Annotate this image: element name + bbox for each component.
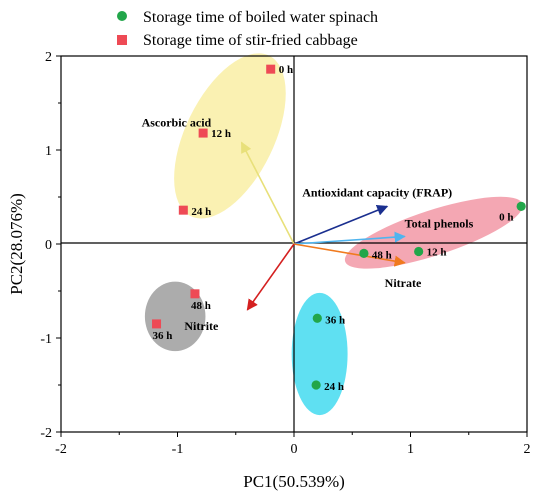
vector-arrow [293,243,406,267]
vector-label: Ascorbic acid [142,115,212,129]
data-point [190,289,200,299]
data-point [414,246,424,257]
x-axis-title: PC1(50.539%) [243,472,345,491]
y-tick-label: -1 [40,332,52,347]
point-label: 0 h [279,64,293,76]
point-label: 24 h [324,381,344,393]
vector-arrow [293,231,406,245]
legend-marker-spinach [117,11,127,21]
data-point [359,248,369,258]
point-label: 12 h [427,247,447,259]
y-tick-label: 1 [45,144,52,159]
y-axis-title: PC2(28.076%) [7,193,26,295]
ellipse-2 [144,281,206,352]
y-tick-label: -2 [40,426,52,441]
data-point [152,319,162,329]
data-point [266,64,276,74]
vector-arrow [246,243,295,311]
vector-arrow [240,141,295,245]
data-point [198,128,208,138]
legend-label-cabbage: Storage time of stir-fried cabbage [143,32,358,49]
vector-label: Nitrite [184,319,219,333]
confidence-ellipses [144,53,523,416]
vector-label: Nitrate [385,276,422,290]
score-points: 0 h 12 h 48 h 36 h 24 h 0 h 12 h 24 h 48 h 36 h [152,64,526,393]
legend: Storage time of boiled water spinach Sto… [117,9,378,49]
loading-vectors: Ascorbic acid Antioxidant capacity (FRAP)… [142,115,474,332]
axis-ticks: -2 -1 0 1 2 -2 -1 0 1 2 [40,50,530,457]
point-label: 48 h [372,249,392,261]
x-tick-label: 1 [407,442,414,457]
data-point [312,313,322,323]
data-point [311,380,321,390]
legend-label-spinach: Storage time of boiled water spinach [143,9,378,26]
y-tick-label: 0 [45,238,52,253]
data-point [516,201,526,211]
data-point [178,205,188,215]
x-tick-label: 2 [524,442,531,457]
point-label: 48 h [191,300,211,312]
vector-arrow [293,204,389,245]
ellipse-3 [291,292,348,416]
x-tick-label: -1 [172,442,184,457]
point-label: 12 h [211,128,231,140]
point-label: 24 h [191,206,211,218]
vector-label: Total phenols [405,216,474,230]
ellipse-1 [344,196,523,269]
point-label: 36 h [325,314,345,326]
point-label: 36 h [153,330,173,342]
point-label: 0 h [499,211,513,223]
vector-label: Antioxidant capacity (FRAP) [302,185,452,199]
x-tick-label: -2 [55,442,67,457]
legend-marker-cabbage [117,35,127,45]
ellipse-0 [174,53,286,219]
y-tick-label: 2 [45,50,52,65]
x-tick-label: 0 [291,442,298,457]
